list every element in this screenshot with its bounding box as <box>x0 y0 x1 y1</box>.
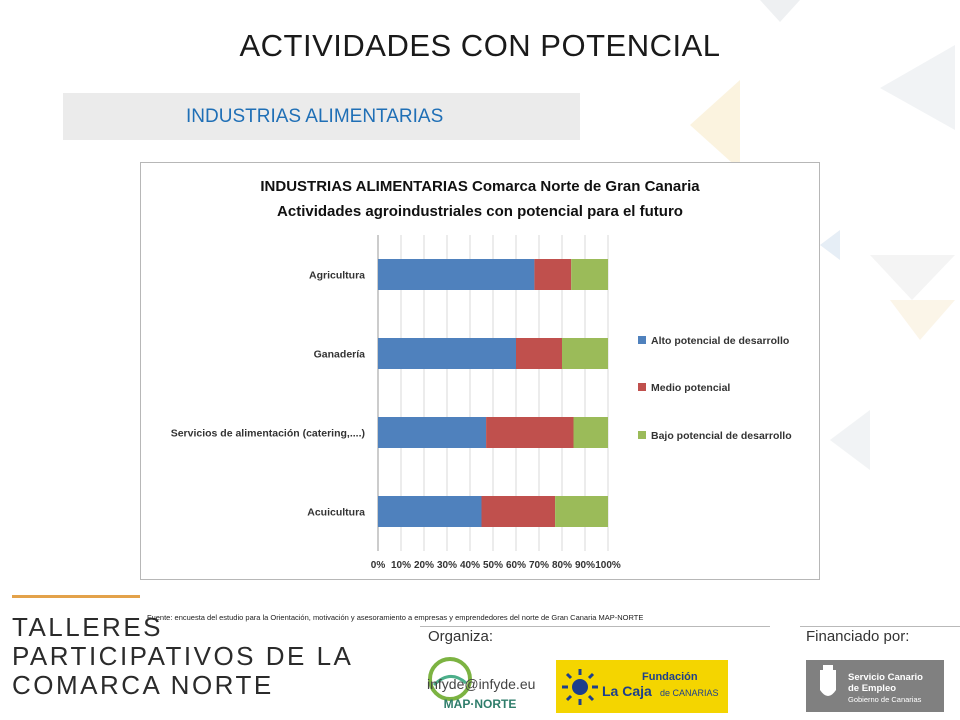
bar-segment <box>555 496 608 527</box>
source-note: Fuente: encuesta del estudio para la Ori… <box>147 613 644 622</box>
x-tick-label: 80% <box>552 560 572 571</box>
map-norte-emblem-icon: MAP·NORTE <box>428 657 517 711</box>
organiza-rule <box>420 626 770 627</box>
legend-swatch <box>638 383 646 391</box>
bar-segment <box>378 417 487 448</box>
caja-line-3: de CANARIAS <box>660 688 719 698</box>
x-tick-label: 100% <box>595 560 621 571</box>
organiza-label: Organiza: <box>428 628 494 645</box>
bar-segment <box>516 338 562 369</box>
x-tick-label: 40% <box>460 560 480 571</box>
sce-line-1: Servicio Canario <box>848 672 923 683</box>
legend-label: Medio potencial <box>651 382 730 394</box>
chart-title: INDUSTRIAS ALIMENTARIAS Comarca Norte de… <box>260 178 700 195</box>
bar-segment <box>562 338 608 369</box>
workshop-title-line-1: TALLERES <box>12 612 164 642</box>
category-label: Acuicultura <box>307 507 365 519</box>
legend: Alto potencial de desarrollo Medio potenc… <box>638 335 792 442</box>
financiado-rule <box>800 626 960 627</box>
map-norte-text: MAP·NORTE <box>444 697 517 711</box>
x-tick-label: 60% <box>506 560 526 571</box>
map-norte-logo: MAP·NORTE <box>420 655 538 713</box>
bar-segment <box>486 417 574 448</box>
stacked-bar-chart: INDUSTRIAS ALIMENTARIAS Comarca Norte de… <box>171 178 792 571</box>
bar-segment <box>378 338 516 369</box>
bar-segment <box>378 259 535 290</box>
x-tick-label: 50% <box>483 560 503 571</box>
workshop-title-line-3: COMARCA NORTE <box>12 670 274 700</box>
bar-segment <box>534 259 572 290</box>
x-tick-label: 20% <box>414 560 434 571</box>
bars <box>378 259 608 527</box>
fundacion-la-caja-logo: Fundación La Caja de CANARIAS <box>556 660 728 713</box>
x-tick-label: 0% <box>371 560 386 571</box>
bar-segment <box>378 496 482 527</box>
sun-icon <box>562 669 598 705</box>
x-tick-label: 10% <box>391 560 411 571</box>
workshop-title-line-2: PARTICIPATIVOS DE LA <box>12 641 354 671</box>
legend-label: Alto potencial de desarrollo <box>651 335 789 347</box>
legend-swatch <box>638 431 646 439</box>
accent-line <box>12 595 140 598</box>
section-header-bar: INDUSTRIAS ALIMENTARIAS <box>63 93 580 140</box>
sce-line-3: Gobierno de Canarias <box>848 695 922 704</box>
bar-segment <box>573 417 608 448</box>
x-tick-label: 90% <box>575 560 595 571</box>
x-tick-label: 30% <box>437 560 457 571</box>
category-label: Ganadería <box>314 349 366 361</box>
caja-line-2: La Caja <box>602 683 652 699</box>
workshop-title: TALLERES PARTICIPATIVOS DE LA COMARCA NO… <box>12 613 353 700</box>
x-tick-label: 70% <box>529 560 549 571</box>
financiado-label: Financiado por: <box>806 628 910 645</box>
section-label: INDUSTRIAS ALIMENTARIAS <box>186 106 444 127</box>
contact-email[interactable]: infyde@infyde.eu <box>427 676 536 692</box>
slide-title: ACTIVIDADES CON POTENCIAL <box>239 28 721 63</box>
x-tick-labels: 0% 10% 20% 30% 40% 50% 60% 70% 80% 90% 100% <box>371 560 621 571</box>
chart-frame: INDUSTRIAS ALIMENTARIAS Comarca Norte de… <box>140 162 820 580</box>
servicio-canario-empleo-logo: Servicio Canario de Empleo Gobierno de C… <box>806 660 944 712</box>
sce-line-2: de Empleo <box>848 683 896 694</box>
caja-line-1: Fundación <box>642 671 698 683</box>
legend-swatch <box>638 336 646 344</box>
bar-segment <box>571 259 608 290</box>
category-label: Servicios de alimentación (catering,....… <box>171 428 365 440</box>
bar-segment <box>481 496 556 527</box>
category-label: Agricultura <box>309 270 365 282</box>
category-labels: Agricultura Ganadería Servicios de aliment… <box>171 270 365 519</box>
chart-subtitle: Actividades agroindustriales con potenci… <box>277 203 683 220</box>
coat-of-arms-icon <box>820 665 836 696</box>
legend-label: Bajo potencial de desarrollo <box>651 430 792 442</box>
